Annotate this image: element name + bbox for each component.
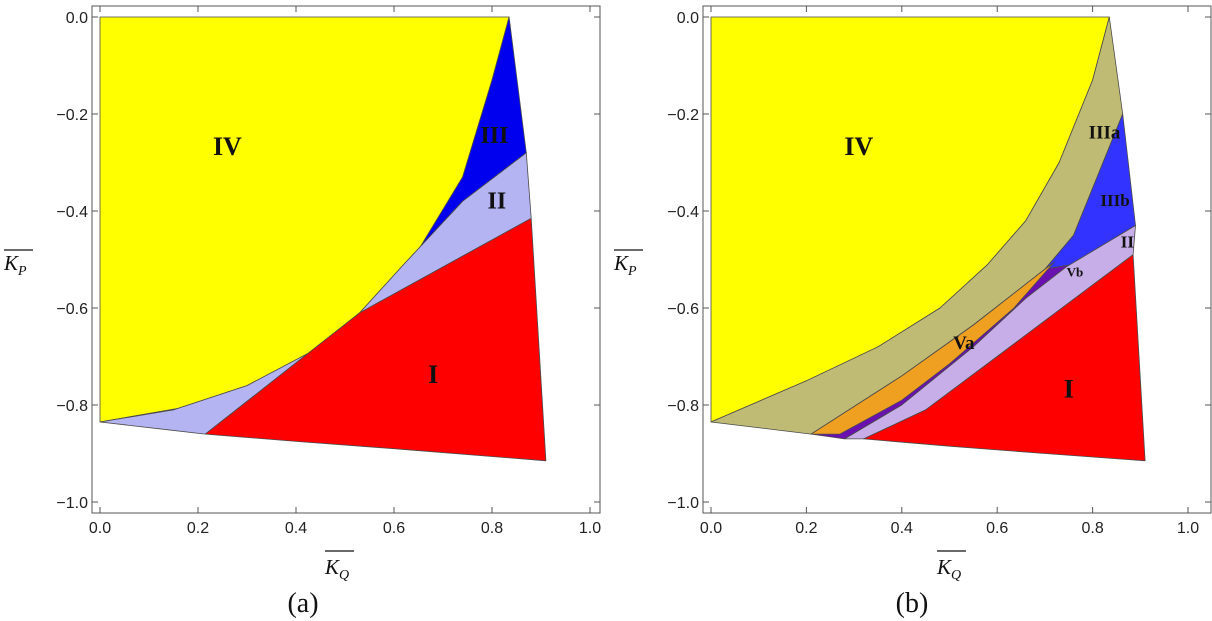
x-tick-label-b: 0.2 bbox=[795, 520, 817, 537]
y-tick-label-b: −0.6 bbox=[667, 301, 699, 318]
y-tick-label-b: −0.4 bbox=[667, 204, 699, 221]
region-label-iv-a: IV bbox=[213, 132, 242, 161]
y-axis-label-a: KP bbox=[3, 251, 27, 279]
y-tick-label-b: −0.2 bbox=[667, 107, 699, 124]
region-label-iii-a: III bbox=[480, 123, 508, 149]
x-axis-label-b: KQ bbox=[936, 555, 961, 583]
y-tick-label-b: 0.0 bbox=[677, 10, 699, 27]
x-axis-label-a: KQ bbox=[324, 555, 349, 583]
x-tick-label-b: 0.4 bbox=[891, 520, 913, 537]
y-tick-label-a: −0.4 bbox=[56, 204, 88, 221]
x-tick-label-a: 0.8 bbox=[481, 520, 503, 537]
y-tick-label-b: −0.8 bbox=[667, 398, 699, 415]
panel-caption-b: (b) bbox=[896, 588, 929, 619]
panel-caption-a: (a) bbox=[287, 588, 318, 619]
region-label-iiib-b: IIIb bbox=[1100, 191, 1129, 210]
x-tick-label-a: 0.6 bbox=[383, 520, 405, 537]
x-tick-label-a: 0.2 bbox=[187, 520, 209, 537]
y-tick-label-a: −0.2 bbox=[56, 107, 88, 124]
y-tick-label-b: −1.0 bbox=[667, 495, 699, 512]
region-label-vb-b: Vb bbox=[1067, 264, 1084, 279]
region-va-b bbox=[810, 261, 1055, 435]
region-labels-b: IV IIIa IIIb II Vb Va I bbox=[844, 122, 1134, 403]
axes-a: 0.0 0.2 0.4 0.6 0.8 1.0 0.0 −0.2 −0.4 −0.6 −0.8 −1.… bbox=[56, 6, 601, 537]
x-tick-label-a: 0.4 bbox=[285, 520, 307, 537]
y-tick-label-a: −0.6 bbox=[56, 301, 88, 318]
x-tick-label-b: 0.6 bbox=[986, 520, 1008, 537]
x-tick-label-b: 0.0 bbox=[700, 520, 722, 537]
axes-b: 0.0 0.2 0.4 0.6 0.8 1.0 0.0 −0.2 −0.4 −0.6 −0.8 −1.… bbox=[667, 6, 1211, 537]
chart-panel-b: 0.0 0.2 0.4 0.6 0.8 1.0 0.0 −0.2 −0.4 −0.6 −0.8 −1.… bbox=[613, 5, 1212, 619]
region-i-a bbox=[204, 217, 547, 462]
x-tick-label-a: 0.0 bbox=[89, 520, 111, 537]
x-tick-label-b: 0.8 bbox=[1081, 520, 1103, 537]
y-tick-label-a: 0.0 bbox=[66, 10, 88, 27]
region-label-ii-b: II bbox=[1121, 232, 1135, 251]
region-label-va-b: Va bbox=[953, 333, 975, 354]
region-label-iiia-b: IIIa bbox=[1089, 122, 1121, 143]
y-tick-label-a: −0.8 bbox=[56, 398, 88, 415]
plot-frame-a bbox=[91, 5, 601, 514]
regions-a bbox=[99, 16, 547, 462]
region-label-i-a: I bbox=[428, 360, 438, 389]
regions-b bbox=[710, 16, 1146, 462]
region-label-ii-a: II bbox=[488, 189, 507, 215]
region-label-iv-b: IV bbox=[844, 132, 873, 161]
y-tick-label-a: −1.0 bbox=[56, 495, 88, 512]
region-label-i-b: I bbox=[1064, 375, 1074, 404]
plot-frame-b bbox=[702, 5, 1212, 514]
y-axis-label-b: KP bbox=[613, 251, 637, 279]
region-i-b bbox=[863, 254, 1146, 462]
x-tick-label-a: 1.0 bbox=[579, 520, 601, 537]
x-tick-label-b: 1.0 bbox=[1177, 520, 1199, 537]
chart-panel-a: 0.0 0.2 0.4 0.6 0.8 1.0 0.0 −0.2 −0.4 −0.6 −0.8 −1.… bbox=[3, 5, 601, 619]
